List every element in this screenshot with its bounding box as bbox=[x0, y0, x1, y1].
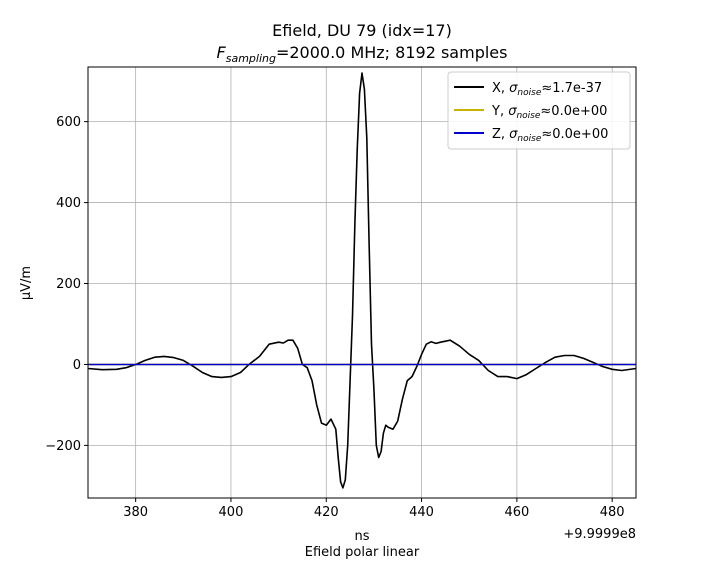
series-layer bbox=[88, 72, 636, 489]
legend-entry-z: Z, σnoise≈0.0e+00 bbox=[492, 127, 608, 144]
legend-entry-x: X, σnoise≈1.7e-37 bbox=[492, 81, 602, 98]
x-tick-label: 420 bbox=[314, 505, 339, 520]
series-x-line bbox=[88, 72, 636, 489]
x-tick-label: 480 bbox=[600, 505, 625, 520]
plot-frame bbox=[87, 66, 637, 499]
x-tick-label: 440 bbox=[409, 505, 434, 520]
y-tick-label: 400 bbox=[56, 196, 81, 211]
chart-subtitle: Fsampling=2000.0 MHz; 8192 samples bbox=[217, 43, 508, 65]
y-tick-label: 600 bbox=[56, 115, 81, 130]
y-tick-label: 200 bbox=[56, 277, 81, 292]
y-tick-label: 0 bbox=[73, 358, 81, 373]
y-axis-label: μV/m bbox=[19, 266, 34, 300]
chart-title: Efield, DU 79 (idx=17) bbox=[272, 21, 452, 40]
x-offset-label: +9.9999e8 bbox=[563, 527, 636, 542]
ticks: 380 400 420 440 460 480 −200 0 200 400 600 bbox=[45, 115, 624, 520]
x-tick-label: 400 bbox=[219, 505, 244, 520]
y-tick-label: −200 bbox=[45, 439, 81, 454]
legend-box bbox=[447, 71, 631, 150]
x-tick-label: 380 bbox=[123, 505, 148, 520]
legend-entry-y: Y, σnoise≈0.0e+00 bbox=[491, 104, 607, 121]
x-axis-label: ns bbox=[354, 529, 369, 544]
x-tick-label: 460 bbox=[504, 505, 529, 520]
legend: X, σnoise≈1.7e-37 Y, σnoise≈0.0e+00 Z, σ… bbox=[447, 71, 631, 150]
footer-label: Efield polar linear bbox=[305, 545, 420, 560]
